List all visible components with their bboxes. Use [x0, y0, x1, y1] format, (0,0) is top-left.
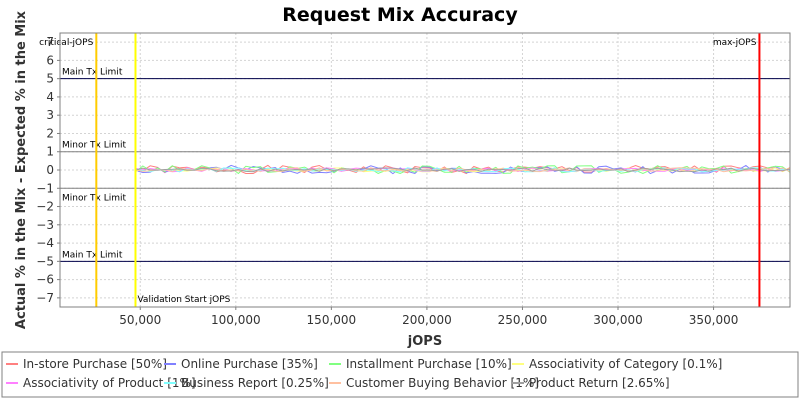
vertical-marker-label: max-jOPS	[713, 38, 757, 48]
y-tick-label: −2	[36, 200, 54, 214]
limit-line-label: Minor Tx Limit	[62, 141, 127, 151]
y-tick-label: 3	[46, 108, 54, 122]
y-tick-label: 0	[46, 163, 54, 177]
limit-line-label: Minor Tx Limit	[62, 193, 127, 203]
legend-item: Customer Buying Behavior [1%]	[346, 376, 539, 390]
y-tick-label: −1	[36, 181, 54, 195]
x-tick-label: 350,000	[689, 313, 739, 327]
x-axis-label: jOPS	[407, 334, 442, 349]
y-tick-label: −4	[36, 236, 54, 250]
y-tick-label: −5	[36, 254, 54, 268]
vertical-marker-label: critical-jOPS	[39, 38, 93, 48]
x-tick-label: 250,000	[498, 313, 548, 327]
series-line	[135, 167, 791, 173]
legend-item: Online Purchase [35%]	[181, 357, 318, 371]
y-tick-label: 2	[46, 126, 54, 140]
legend-item: Product Return [2.65%]	[529, 376, 670, 390]
series-line	[135, 167, 791, 173]
x-tick-label: 300,000	[593, 313, 643, 327]
y-tick-label: 7	[46, 35, 54, 49]
y-tick-label: −3	[36, 218, 54, 232]
y-tick-label: −6	[36, 273, 54, 287]
limit-lines: Main Tx Limit Minor Tx Limit Minor Tx Limi…	[60, 68, 790, 262]
x-tick-label: 100,000	[211, 313, 261, 327]
legend-item: Associativity of Category [0.1%]	[529, 357, 722, 371]
limit-line-label: Main Tx Limit	[62, 250, 123, 260]
legend-item: Business Report [0.25%]	[181, 376, 329, 390]
y-axis-ticks: −7 −6 −5 −4 −3 −2 −1 0 1 2 3 4 5 6 7	[36, 35, 60, 305]
series-lines	[135, 164, 791, 175]
y-tick-label: −7	[36, 291, 54, 305]
series-line	[135, 167, 791, 173]
legend-frame	[1, 351, 799, 398]
limit-line-label: Main Tx Limit	[62, 68, 123, 78]
y-tick-label: 4	[46, 90, 54, 104]
x-tick-label: 150,000	[307, 313, 357, 327]
y-axis-label: Actual % in the Mix - Expected % in the …	[14, 10, 29, 329]
vertical-marker-label: Validation Start jOPS	[137, 295, 230, 305]
x-tick-label: 50,000	[119, 313, 161, 327]
y-tick-label: 1	[46, 145, 54, 159]
y-tick-label: 6	[46, 53, 54, 67]
y-tick-label: 5	[46, 72, 54, 86]
x-tick-label: 200,000	[402, 313, 452, 327]
x-axis-ticks: 50,000 100,000 150,000 200,000 250,000 300,00…	[119, 307, 738, 327]
legend-item: Associativity of Product [1%]	[23, 376, 196, 390]
chart-title: Request Mix Accuracy	[282, 4, 518, 26]
jops-markers: critical-jOPS Validation Start jOPS max-jO…	[39, 33, 761, 307]
legend-item: Installment Purchase [10%]	[346, 357, 512, 371]
series-line	[135, 164, 791, 175]
legend: In-store Purchase [50%] Online Purchase […	[1, 351, 799, 398]
legend-item: In-store Purchase [50%]	[23, 357, 167, 371]
